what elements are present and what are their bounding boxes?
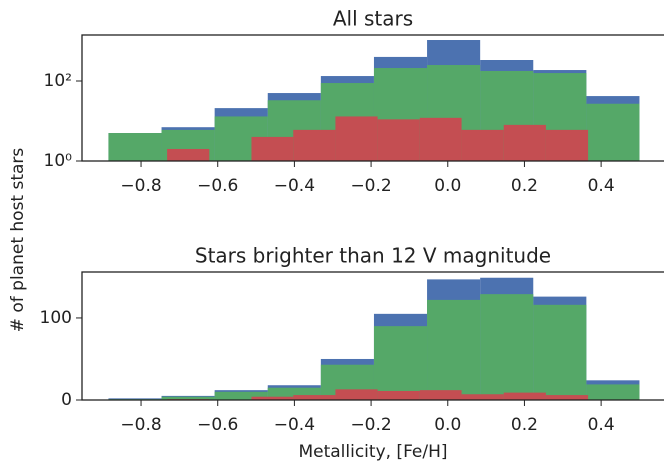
histogram-bar [503,392,546,400]
histogram-bar [251,396,294,400]
x-axis-label: Metallicity, [Fe/H] [298,442,447,462]
histogram-bar [419,117,462,161]
x-tick-label: 0.2 [511,176,538,196]
x-tick-label: −0.4 [274,415,315,435]
histogram-bar [167,148,210,161]
histogram-bar [335,389,378,400]
histogram-bar [214,391,268,400]
histogram-bar [427,299,481,400]
chart-title: All stars [333,7,413,31]
histogram-bar [461,394,504,400]
axes-frame [81,271,664,401]
histogram-bar [161,396,215,400]
x-tick-label: 0.4 [588,176,615,196]
histogram-bar [545,129,589,161]
x-tick-label: 0.0 [434,176,461,196]
histogram-bar [461,129,504,161]
x-tick-label: 0.2 [511,415,538,435]
y-tick-label: 10⁰ [44,151,73,171]
histogram-bar [335,116,378,161]
x-tick-label: −0.4 [274,176,315,196]
y-tick-label: 100 [40,308,72,328]
x-tick-label: −0.8 [120,415,161,435]
x-tick-label: −0.6 [197,415,238,435]
histogram-bar [293,129,336,161]
histogram-bar [293,395,336,400]
histogram-bar [377,390,420,400]
histogram-bar [480,294,534,400]
y-tick-label: 10² [44,71,72,91]
x-tick-label: −0.2 [350,415,391,435]
x-tick-label: −0.6 [197,176,238,196]
histogram-bar [251,136,294,161]
axes-frame [81,34,664,162]
histogram-bar [377,119,420,161]
chart-title: Stars brighter than 12 V magnitude [195,244,551,268]
histogram-bar [586,384,640,400]
histogram-bar [503,124,546,161]
x-tick-label: −0.2 [350,176,391,196]
y-axis-label: # of planet host stars [8,148,28,333]
histogram-bar [533,304,587,400]
x-tick-label: 0.0 [434,415,461,435]
histogram-bar [419,390,462,400]
y-tick-label: 0 [61,390,72,410]
histogram-bar [545,395,589,400]
x-tick-label: 0.4 [588,415,615,435]
histogram-bar [586,103,640,161]
histogram-bar [108,133,162,161]
x-tick-label: −0.8 [120,176,161,196]
histogram-bar [373,326,428,400]
